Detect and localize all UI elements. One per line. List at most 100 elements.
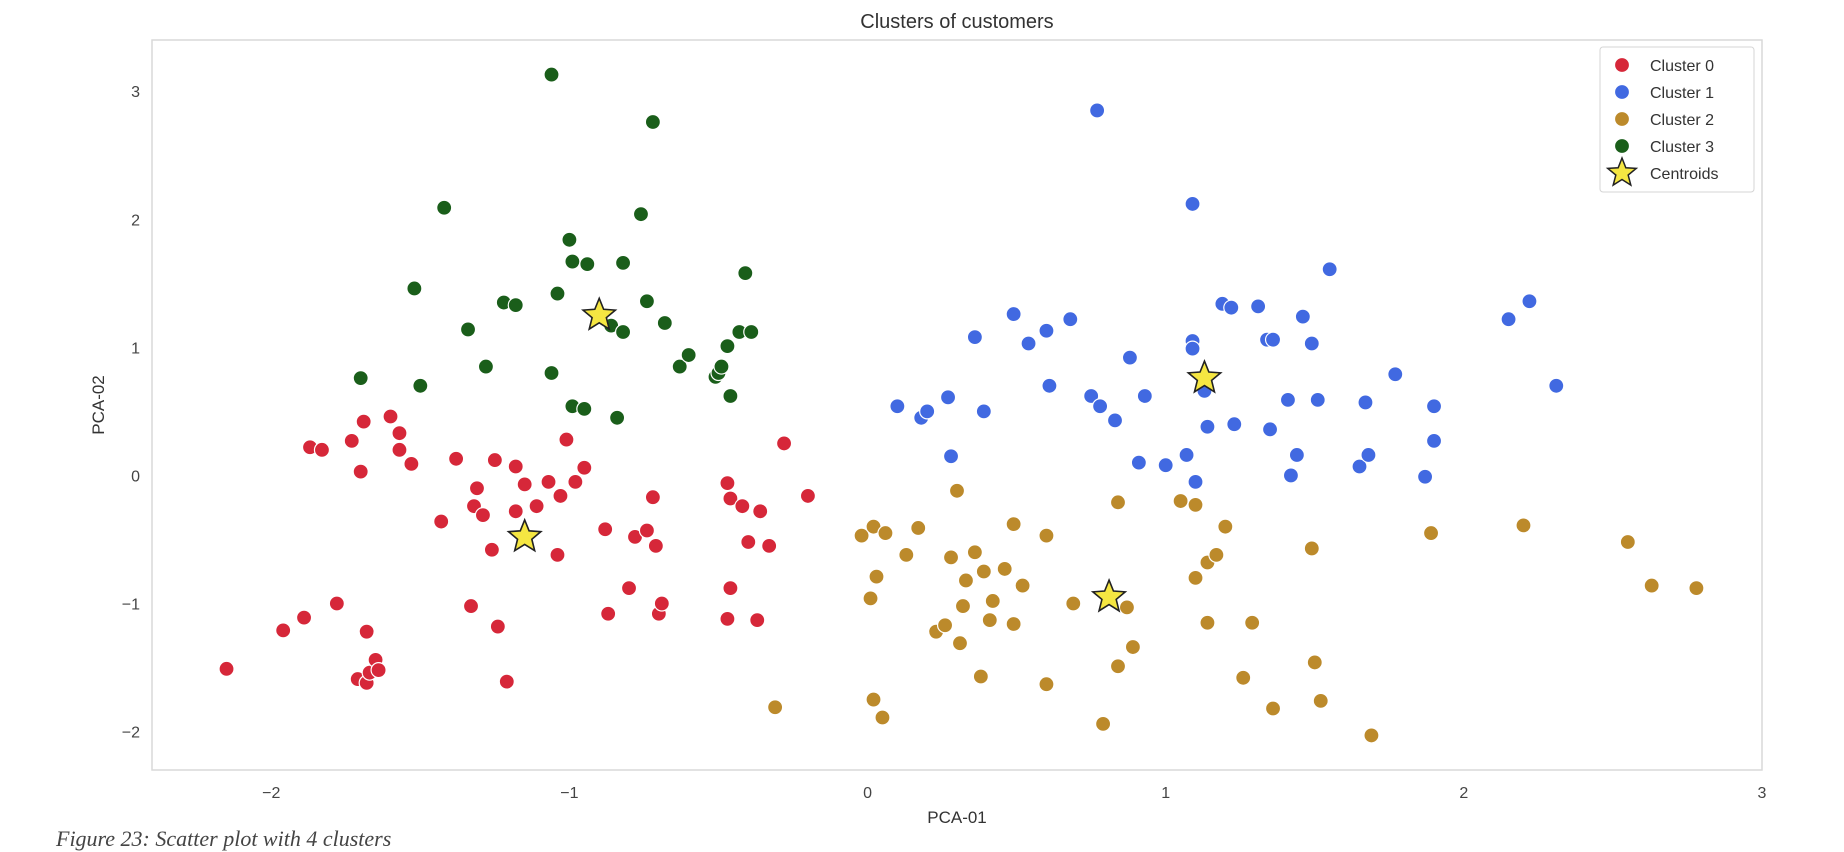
- cluster-3-point: [436, 199, 453, 216]
- cluster-2-point: [954, 597, 972, 615]
- cluster-0-point: [752, 503, 769, 520]
- x-tick-label: 3: [1758, 785, 1767, 802]
- y-tick-label: −2: [122, 725, 140, 742]
- cluster-0-point: [370, 662, 387, 679]
- cluster-0-point: [507, 458, 524, 475]
- cluster-0-point: [528, 498, 545, 515]
- cluster-2-point: [1094, 715, 1112, 732]
- cluster-0-point: [775, 435, 793, 452]
- cluster-1-point: [1121, 349, 1139, 366]
- cluster-0-point: [328, 595, 345, 612]
- cluster-3-point: [579, 256, 596, 273]
- cluster-2-point: [865, 691, 882, 708]
- cluster-0-point: [600, 605, 617, 622]
- cluster-0-point: [433, 513, 450, 530]
- cluster-0-point: [761, 537, 778, 554]
- cluster-1-point: [1261, 421, 1279, 438]
- cluster-2-point: [972, 668, 989, 685]
- cluster-3-point: [719, 337, 736, 355]
- cluster-0-point: [540, 473, 557, 490]
- cluster-2-point: [1199, 614, 1216, 631]
- cluster-2-point: [1312, 692, 1329, 709]
- legend-marker-cluster-2: [1613, 110, 1631, 128]
- cluster-2-point: [1118, 599, 1136, 616]
- cluster-2-point: [868, 568, 885, 585]
- cluster-1-point: [1005, 305, 1022, 323]
- cluster-1-point: [1500, 311, 1517, 328]
- cluster-1-point: [1226, 416, 1243, 433]
- cluster-2-point: [1619, 533, 1636, 551]
- cluster-1-point: [1279, 391, 1297, 408]
- cluster-2-point: [984, 592, 1001, 610]
- cluster-1-point: [1199, 418, 1216, 435]
- cluster-2-point: [975, 563, 992, 580]
- cluster-3-point: [722, 387, 739, 405]
- legend-label-cluster-3: Cluster 3: [1650, 139, 1714, 156]
- cluster-1-point: [1062, 311, 1079, 328]
- cluster-2-point: [877, 524, 894, 542]
- cluster-0-point: [474, 507, 492, 524]
- cluster-3-point: [632, 206, 650, 223]
- cluster-2-point: [1235, 669, 1252, 686]
- y-tick-label: −1: [122, 597, 140, 614]
- cluster-3-point: [561, 231, 578, 248]
- cluster-2-point: [853, 527, 870, 544]
- y-tick-label: 0: [131, 468, 140, 485]
- cluster-2-point: [957, 572, 975, 589]
- x-tick-label: −2: [262, 785, 280, 802]
- cluster-2-point: [910, 519, 927, 537]
- cluster-1-point: [1041, 377, 1058, 394]
- cluster-1-point: [1250, 298, 1267, 315]
- cluster-1-point: [1282, 467, 1300, 484]
- legend-marker-cluster-3: [1613, 137, 1631, 155]
- cluster-1-point: [1360, 446, 1377, 464]
- cluster-3-point: [614, 323, 632, 341]
- cluster-3-point: [638, 293, 656, 310]
- cluster-2-point: [874, 709, 891, 726]
- cluster-1-point: [1187, 473, 1204, 490]
- cluster-0-point: [799, 487, 817, 505]
- legend-label-cluster-2: Cluster 2: [1650, 112, 1714, 129]
- cluster-1-point: [1038, 322, 1055, 339]
- cluster-0-point: [722, 580, 739, 597]
- cluster-0-point: [391, 425, 408, 442]
- cluster-0-point: [498, 673, 515, 690]
- cluster-2-point: [966, 544, 983, 561]
- centroid-star: [1186, 358, 1223, 394]
- cluster-1-point: [1089, 102, 1106, 119]
- figure-caption: Figure 23: Scatter plot with 4 clusters: [56, 826, 392, 851]
- cluster-0-point: [489, 618, 506, 635]
- cluster-1-point: [966, 329, 983, 346]
- cluster-3-point: [412, 377, 429, 394]
- cluster-2-point: [1038, 527, 1055, 544]
- cluster-0-point: [722, 490, 739, 507]
- cluster-0-point: [507, 503, 524, 520]
- cluster-0-point: [719, 610, 736, 627]
- cluster-3-point: [352, 370, 369, 387]
- data-points: [218, 66, 1705, 744]
- cluster-1-point: [1309, 391, 1326, 408]
- cluster-0-point: [653, 595, 670, 612]
- y-tick-label: 3: [131, 84, 140, 101]
- cluster-2-point: [1208, 546, 1225, 563]
- legend-box: [1599, 46, 1755, 193]
- cluster-1-point: [1288, 446, 1305, 464]
- cluster-3-point: [564, 253, 581, 270]
- cluster-0-point: [403, 455, 420, 473]
- cluster-0-point: [719, 475, 736, 492]
- cluster-2-point: [1109, 658, 1127, 675]
- cluster-1-point: [975, 403, 992, 420]
- centroid-star: [581, 296, 618, 331]
- cluster-1-point: [1157, 457, 1174, 474]
- cluster-0-point: [620, 580, 638, 597]
- cluster-3-point: [656, 314, 673, 332]
- cluster-0-point: [295, 609, 313, 626]
- cluster-0-point: [358, 623, 375, 640]
- cluster-1-point: [1020, 335, 1037, 352]
- cluster-3-point: [713, 358, 730, 375]
- cluster-3-point: [737, 264, 754, 282]
- cluster-1-point: [1184, 340, 1201, 357]
- cluster-0-point: [647, 537, 664, 554]
- cluster-2-point: [1005, 615, 1022, 633]
- centroid-star: [506, 517, 543, 553]
